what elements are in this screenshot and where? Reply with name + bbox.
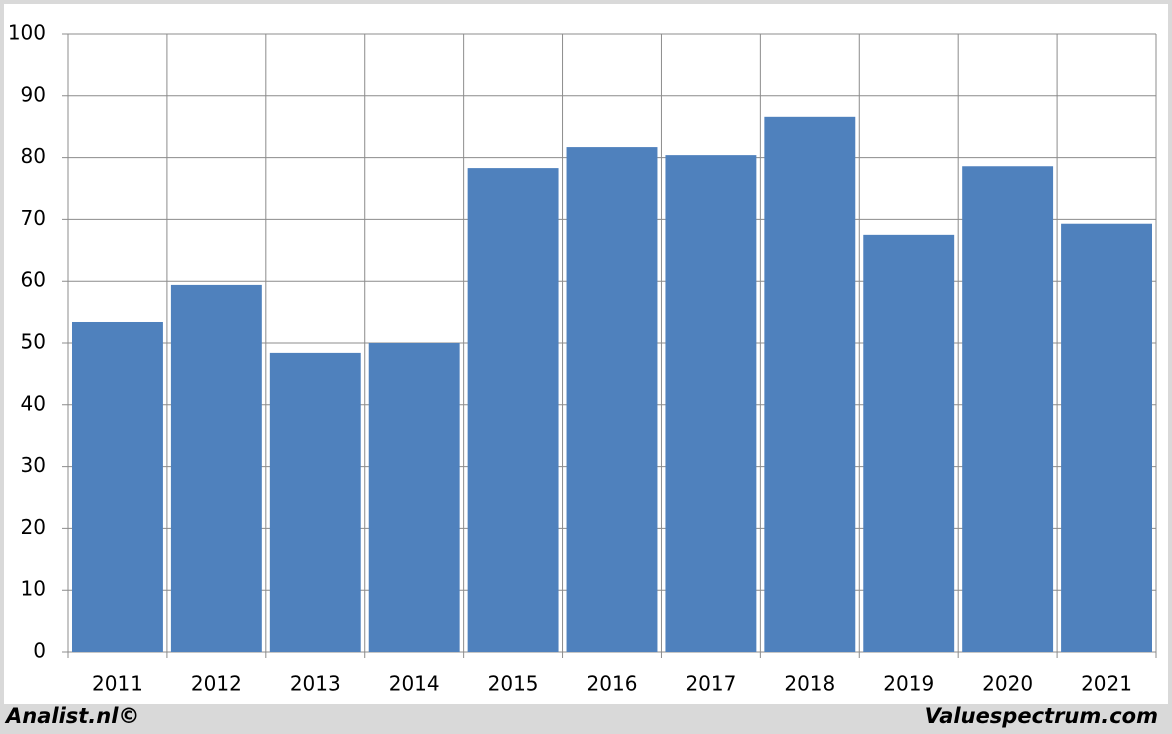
bar [962,166,1054,652]
bar [170,284,262,652]
x-tick-label: 2016 [587,672,638,696]
y-tick-label: 90 [21,82,46,106]
bar [764,116,856,652]
y-tick-label: 50 [21,330,46,354]
x-tick-label: 2020 [982,672,1033,696]
x-tick-label: 2018 [784,672,835,696]
bar [566,147,658,652]
x-tick-label: 2017 [685,672,736,696]
y-tick-label: 0 [33,639,46,663]
y-tick-label: 10 [21,577,46,601]
y-tick-label: 40 [21,391,46,415]
bar [72,321,163,652]
y-tick-label: 20 [21,515,46,539]
bar [269,352,361,652]
y-tick-label: 60 [21,268,46,292]
y-tick-label: 80 [21,144,46,168]
x-tick-label: 2021 [1081,672,1132,696]
x-tick-label: 2019 [883,672,934,696]
x-tick-label: 2011 [92,672,143,696]
bar [665,155,757,653]
y-tick-label: 70 [21,206,46,230]
y-tick-label: 100 [8,21,46,45]
x-tick-label: 2014 [389,672,440,696]
bar [863,234,955,652]
bar [1061,223,1152,652]
y-tick-label: 30 [21,453,46,477]
x-tick-label: 2012 [191,672,242,696]
bar [368,343,460,652]
x-tick-label: 2015 [488,672,539,696]
x-tick-label: 2013 [290,672,341,696]
footer-right: Valuespectrum.com [925,704,1158,728]
footer-left: Analist.nl© [4,704,139,728]
bar [467,168,559,652]
